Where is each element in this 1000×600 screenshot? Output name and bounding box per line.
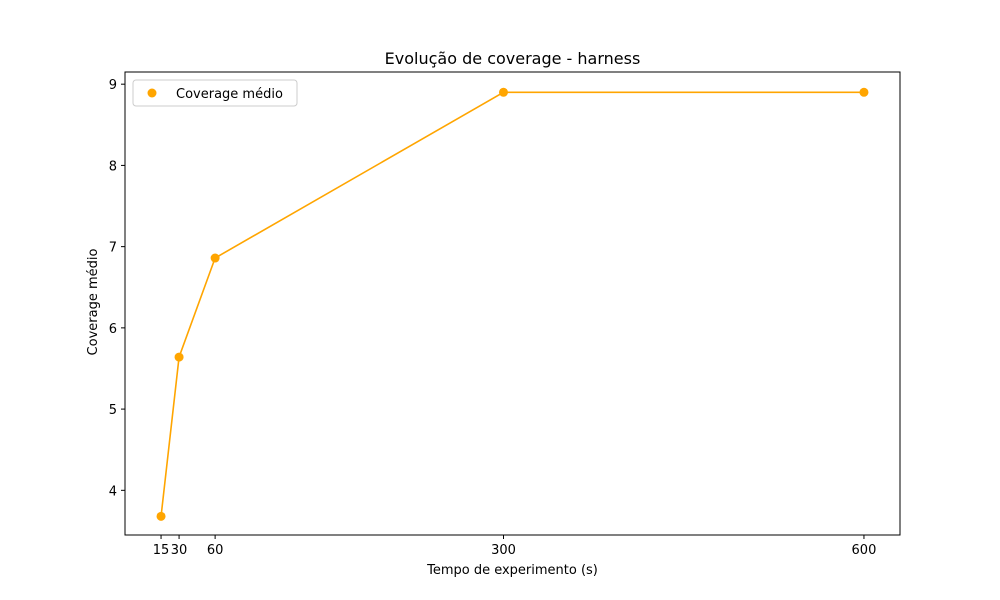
legend-label: Coverage médio bbox=[176, 87, 283, 102]
x-tick-label: 60 bbox=[207, 543, 224, 558]
x-tick-label: 600 bbox=[852, 543, 877, 558]
y-tick-label: 9 bbox=[109, 78, 117, 93]
legend-marker bbox=[147, 88, 157, 98]
y-tick-label: 7 bbox=[109, 241, 117, 256]
data-point bbox=[156, 511, 166, 521]
data-point bbox=[859, 87, 869, 97]
y-tick-label: 5 bbox=[109, 403, 117, 418]
data-point bbox=[174, 352, 184, 362]
data-point bbox=[498, 87, 508, 97]
legend-box bbox=[132, 79, 298, 107]
y-tick-label: 4 bbox=[109, 484, 117, 499]
x-axis-label: Tempo de experimento (s) bbox=[426, 563, 598, 578]
x-tick-label: 300 bbox=[491, 543, 516, 558]
chart-title: Evolução de coverage - harness bbox=[385, 49, 641, 68]
plot-frame bbox=[124, 71, 901, 536]
data-point bbox=[210, 253, 220, 263]
y-axis-label: Coverage médio bbox=[86, 249, 101, 356]
x-tick-label: 30 bbox=[171, 543, 188, 558]
x-tick-label: 15 bbox=[153, 543, 170, 558]
y-tick-label: 8 bbox=[109, 159, 117, 174]
y-tick-label: 6 bbox=[109, 322, 117, 337]
plot-area: 15 30 60 300 600 4 5 6 7 8 9 Coverage médio bbox=[109, 71, 901, 558]
